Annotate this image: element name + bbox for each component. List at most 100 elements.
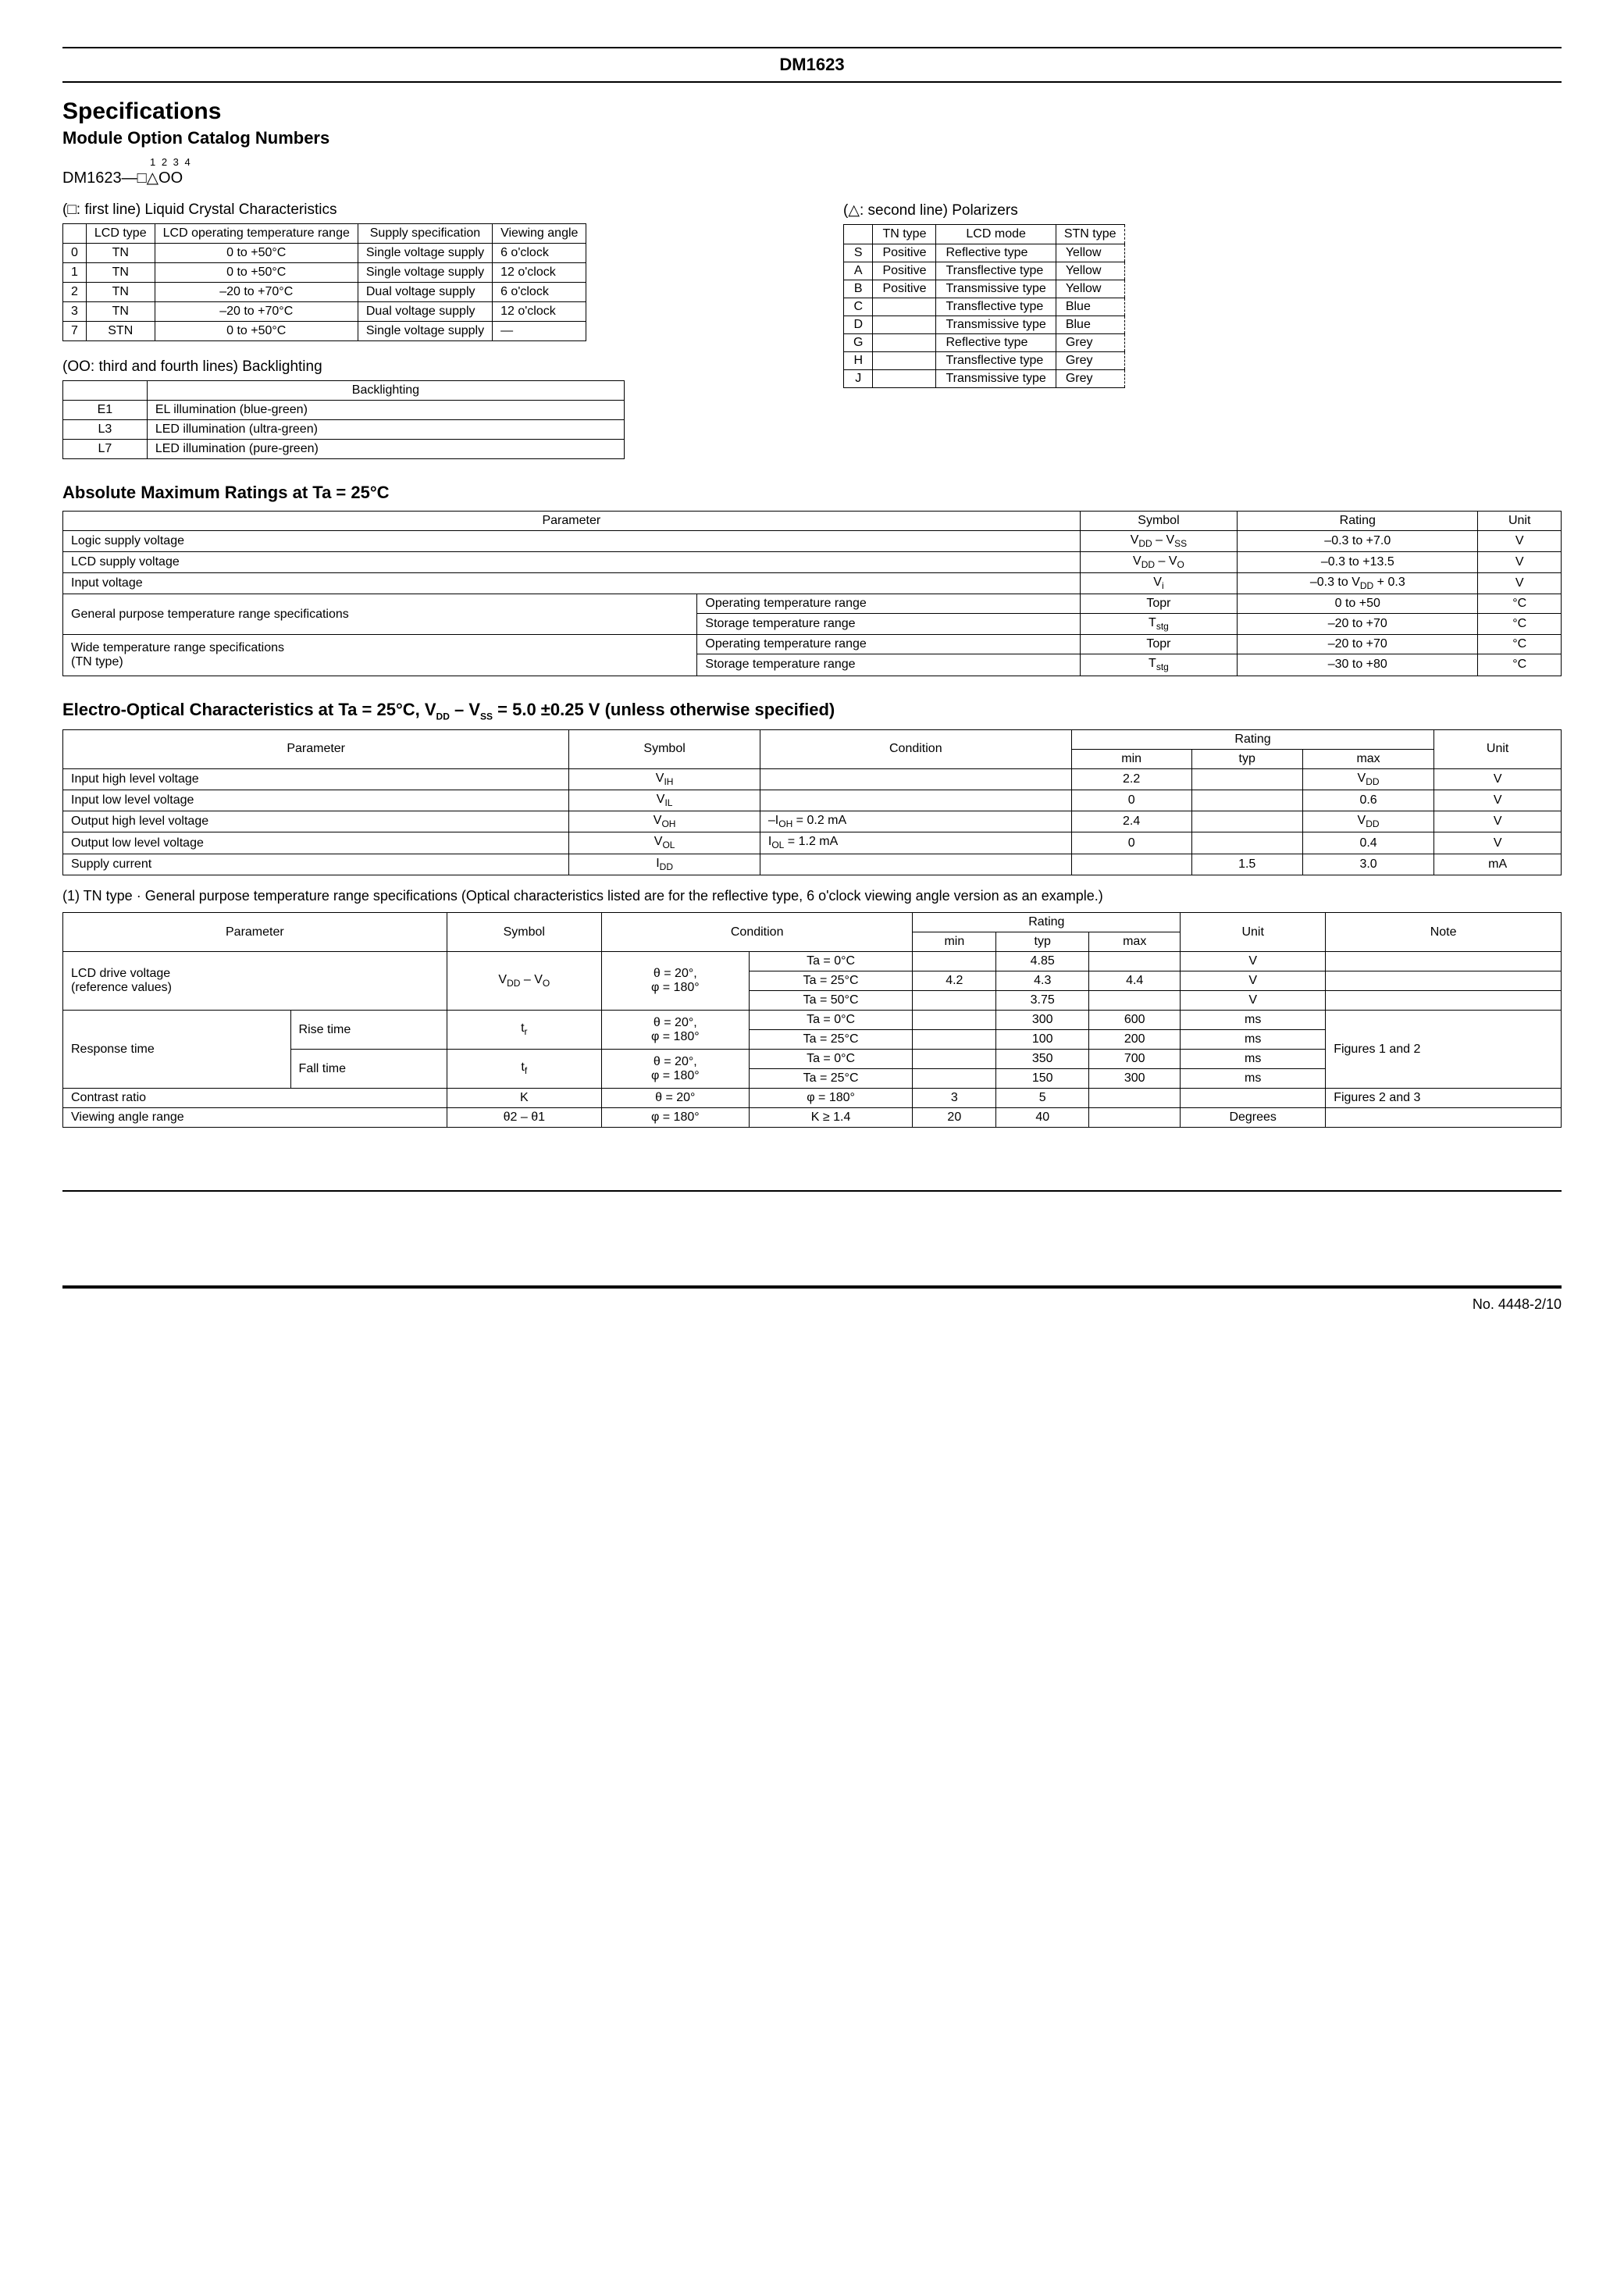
cell: [760, 768, 1071, 790]
cell: 700: [1089, 1050, 1181, 1069]
footer: No. 4448-2/10: [62, 1285, 1562, 1313]
table-row: 3TN–20 to +70°CDual voltage supply12 o'c…: [63, 301, 586, 321]
cell: Storage temperature range: [697, 654, 1080, 676]
cell: °C: [1478, 635, 1562, 654]
cell: Positive: [873, 280, 936, 298]
cell: Supply current: [63, 854, 569, 875]
th: [844, 224, 873, 244]
cell: ms: [1181, 1069, 1326, 1089]
lcd-characteristics-table: LCD type LCD operating temperature range…: [62, 223, 586, 341]
cell: VIL: [569, 790, 760, 811]
table-row: GReflective typeGrey: [844, 333, 1125, 351]
table-row: Logic supply voltage VDD – VSS –0.3 to +…: [63, 530, 1562, 551]
title-specifications: Specifications: [62, 98, 1562, 125]
cell: –20 to +70: [1238, 635, 1478, 654]
cell: 300: [1089, 1069, 1181, 1089]
cell: Blue: [1056, 298, 1124, 315]
cell: 4.4: [1089, 971, 1181, 991]
cell: [913, 991, 996, 1011]
cell: –20 to +70°C: [155, 282, 358, 301]
cell: 6 o'clock: [493, 243, 586, 262]
table-row: General purpose temperature range specif…: [63, 594, 1562, 614]
first-line-label: (□: first line) Liquid Crystal Character…: [62, 201, 781, 219]
th: Condition: [760, 729, 1071, 768]
th: LCD type: [86, 223, 155, 243]
cell: [1191, 832, 1302, 854]
cell: θ = 20°,φ = 180°: [601, 1050, 749, 1089]
th: typ: [996, 932, 1089, 952]
cell: 20: [913, 1108, 996, 1128]
cell: VOH: [569, 811, 760, 832]
table-row: Viewing angle range θ2 – θ1 φ = 180° K ≥…: [63, 1108, 1562, 1128]
th: Supply specification: [358, 223, 492, 243]
cell: Viewing angle range: [63, 1108, 447, 1128]
cell: [1089, 1108, 1181, 1128]
cell: 0 to +50°C: [155, 262, 358, 282]
cell: TN: [86, 301, 155, 321]
cell: 3.0: [1302, 854, 1434, 875]
cell: Rise time: [290, 1011, 447, 1050]
cell: Input voltage: [63, 572, 1081, 594]
table-row: Input low level voltageVIL00.6V: [63, 790, 1562, 811]
cell: ms: [1181, 1030, 1326, 1050]
th: Rating: [913, 913, 1181, 932]
cell: 4.2: [913, 971, 996, 991]
cell: Positive: [873, 262, 936, 280]
cell: STN: [86, 321, 155, 340]
cell: V: [1434, 811, 1562, 832]
cell: V: [1181, 971, 1326, 991]
table-row: E1EL illumination (blue-green): [63, 400, 625, 419]
cell: Output high level voltage: [63, 811, 569, 832]
cell: [1326, 952, 1562, 971]
th: Parameter: [63, 913, 447, 952]
cell: [913, 1050, 996, 1069]
cell: Tstg: [1080, 654, 1238, 676]
cell: V: [1434, 768, 1562, 790]
table-row: 2TN–20 to +70°CDual voltage supply6 o'cl…: [63, 282, 586, 301]
cell: LED illumination (pure-green): [147, 439, 624, 458]
catalog-nums: 1 2 3 4: [62, 156, 1562, 169]
cell: –IOH = 0.2 mA: [760, 811, 1071, 832]
cell: Figures 1 and 2: [1326, 1011, 1562, 1089]
table-row: Output high level voltageVOH–IOH = 0.2 m…: [63, 811, 1562, 832]
cell: [1191, 811, 1302, 832]
th: Condition: [601, 913, 913, 952]
cell: Dual voltage supply: [358, 301, 492, 321]
cell: Transmissive type: [936, 280, 1056, 298]
th: LCD mode: [936, 224, 1056, 244]
cell: —: [493, 321, 586, 340]
th: Rating: [1071, 729, 1434, 749]
cell: 7: [63, 321, 87, 340]
cell: Ta = 25°C: [749, 1069, 913, 1089]
cell: 1: [63, 262, 87, 282]
cell: 4.3: [996, 971, 1089, 991]
cell: LCD drive voltage(reference values): [63, 952, 447, 1011]
cell: Yellow: [1056, 280, 1124, 298]
cell: EL illumination (blue-green): [147, 400, 624, 419]
cell: Blue: [1056, 315, 1124, 333]
cell: 300: [996, 1011, 1089, 1030]
th: [63, 223, 87, 243]
cell: Ta = 25°C: [749, 971, 913, 991]
tn-table: Parameter Symbol Condition Rating Unit N…: [62, 912, 1562, 1128]
cell: VIH: [569, 768, 760, 790]
cell: –20 to +70: [1238, 614, 1478, 635]
cell: IOL = 1.2 mA: [760, 832, 1071, 854]
table-row: DTransmissive typeBlue: [844, 315, 1125, 333]
cell: LCD supply voltage: [63, 551, 1081, 572]
abs-max-table: Parameter Symbol Rating Unit Logic suppl…: [62, 511, 1562, 676]
table-row: BPositiveTransmissive typeYellow: [844, 280, 1125, 298]
cell: [760, 854, 1071, 875]
cell: Yellow: [1056, 244, 1124, 262]
cell: Ta = 25°C: [749, 1030, 913, 1050]
table-row: Output low level voltageVOLIOL = 1.2 mA0…: [63, 832, 1562, 854]
cell: L7: [63, 439, 148, 458]
table-row: HTransflective typeGrey: [844, 351, 1125, 369]
cell: 2.2: [1071, 768, 1191, 790]
cell: 600: [1089, 1011, 1181, 1030]
th: min: [1071, 749, 1191, 768]
cell: [913, 1030, 996, 1050]
cell: 3: [913, 1089, 996, 1108]
third-line-label: (OO: third and fourth lines) Backlightin…: [62, 358, 781, 376]
cell: [873, 315, 936, 333]
